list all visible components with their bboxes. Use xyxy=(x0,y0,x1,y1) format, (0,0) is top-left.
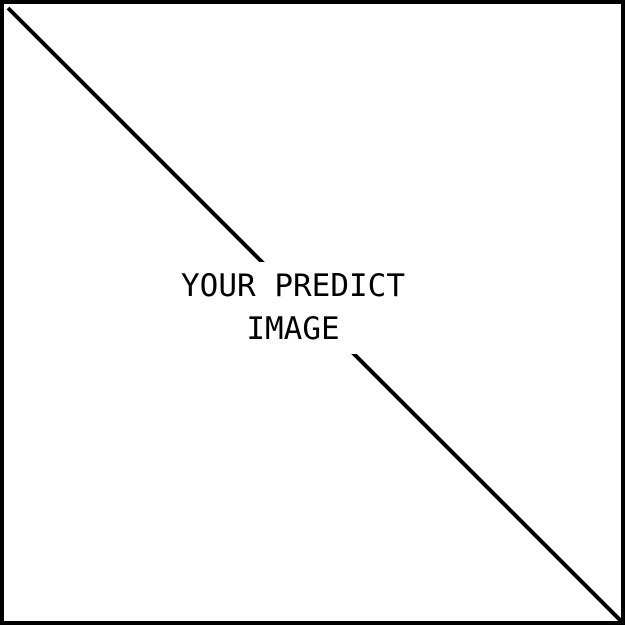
placeholder-text-line-2: IMAGE xyxy=(246,311,340,347)
placeholder-label: YOUR PREDICT IMAGE xyxy=(168,262,418,354)
placeholder-text-line-1: YOUR PREDICT xyxy=(181,268,405,304)
